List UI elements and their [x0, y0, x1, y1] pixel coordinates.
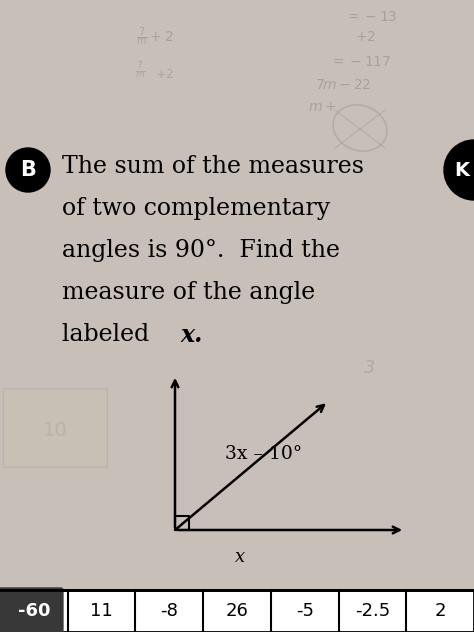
- Text: -2.5: -2.5: [355, 602, 390, 620]
- Text: $\frac{7}{m}$: $\frac{7}{m}$: [135, 60, 145, 80]
- Text: x: x: [235, 548, 245, 566]
- Text: $=-117$: $=-117$: [330, 55, 392, 69]
- FancyBboxPatch shape: [3, 388, 107, 467]
- Text: x.: x.: [180, 323, 202, 347]
- Text: -5: -5: [296, 602, 314, 620]
- Text: -60: -60: [18, 602, 50, 620]
- Text: of two complementary: of two complementary: [62, 197, 330, 220]
- Text: $7m-22$: $7m-22$: [315, 78, 371, 92]
- Text: labeled: labeled: [62, 323, 157, 346]
- Text: $\frac{7}{m}+2$: $\frac{7}{m}+2$: [136, 25, 174, 48]
- Text: 3x – 10°: 3x – 10°: [225, 445, 302, 463]
- Text: measure of the angle: measure of the angle: [62, 281, 315, 304]
- Text: K: K: [455, 161, 470, 179]
- Text: B: B: [20, 160, 36, 180]
- Circle shape: [6, 148, 50, 192]
- Text: $+2$: $+2$: [155, 68, 174, 81]
- Text: angles is 90°.  Find the: angles is 90°. Find the: [62, 239, 340, 262]
- Text: 2: 2: [434, 602, 446, 620]
- Text: 10: 10: [43, 420, 67, 439]
- Text: $m+$: $m+$: [308, 100, 337, 114]
- Text: -8: -8: [160, 602, 178, 620]
- Text: 3: 3: [364, 359, 376, 377]
- Text: The sum of the measures: The sum of the measures: [62, 155, 364, 178]
- Text: 11: 11: [90, 602, 113, 620]
- Text: $=-13$: $=-13$: [345, 10, 398, 24]
- FancyBboxPatch shape: [0, 588, 63, 632]
- Text: $+2$: $+2$: [355, 30, 376, 44]
- Text: 26: 26: [226, 602, 248, 620]
- Bar: [0, 590, 474, 632]
- Circle shape: [444, 140, 474, 200]
